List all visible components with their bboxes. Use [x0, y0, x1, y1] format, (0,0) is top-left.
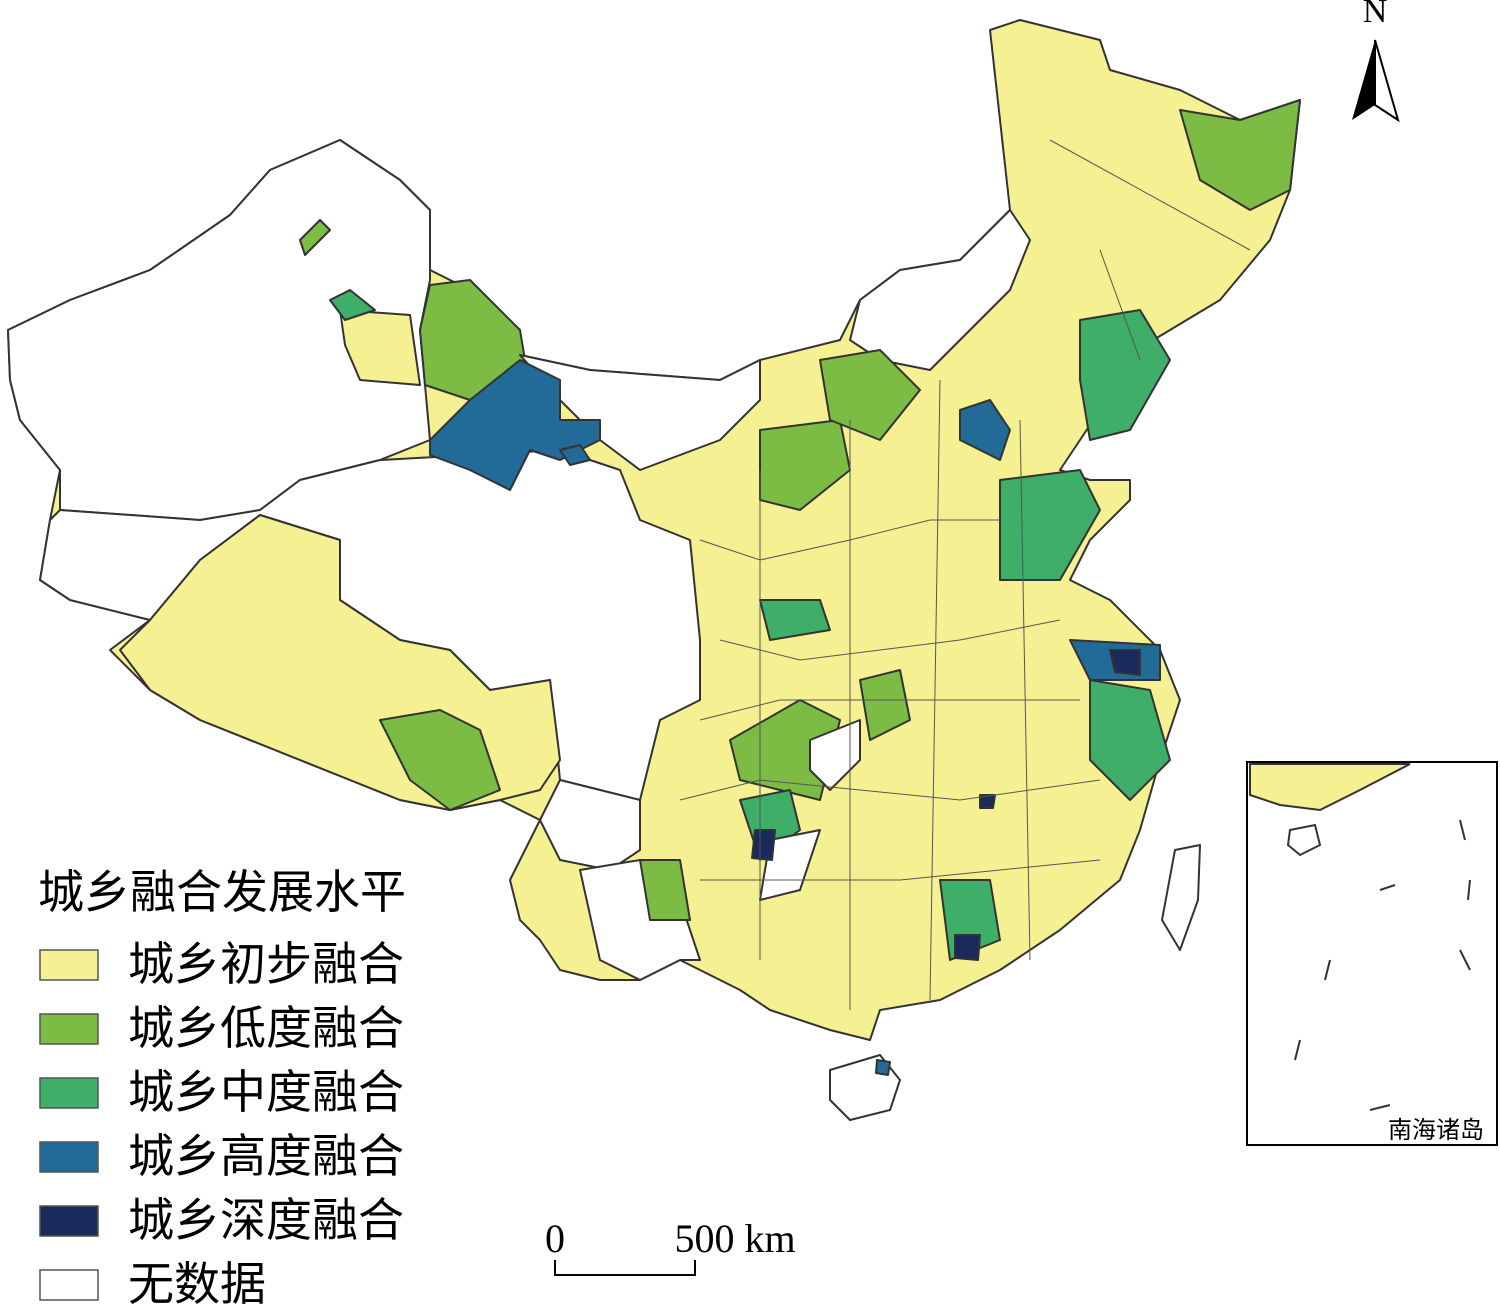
scale-line	[554, 1260, 696, 1276]
region	[429, 359, 601, 491]
region	[859, 669, 911, 741]
legend-swatch	[39, 949, 99, 981]
inset-coast	[1249, 763, 1411, 812]
inset: 南海诸岛	[1246, 761, 1498, 1146]
region	[999, 469, 1101, 581]
region	[979, 794, 996, 809]
region	[819, 349, 921, 441]
legend-swatch	[39, 1141, 99, 1173]
region-no-data	[1161, 844, 1201, 951]
legend-label: 城乡深度融合	[128, 1195, 404, 1246]
legend-swatch	[39, 1077, 99, 1109]
legend: 城乡融合发展水平 城乡初步融合城乡低度融合城乡中度融合城乡高度融合城乡深度融合无…	[38, 867, 406, 1305]
legend-swatch	[39, 1013, 99, 1045]
legend-swatch	[39, 1269, 99, 1301]
region	[1179, 99, 1301, 211]
region	[329, 289, 376, 321]
north-arrow: N	[1352, 0, 1400, 123]
region-no-data	[539, 779, 641, 871]
legend-label: 城乡低度融合	[128, 1003, 404, 1054]
region	[1079, 309, 1171, 441]
legend-swatch	[39, 1205, 99, 1237]
region	[959, 399, 1011, 461]
inset-island	[1286, 823, 1322, 857]
arrow-half	[1352, 40, 1375, 120]
inset-frame	[1246, 761, 1498, 1146]
scale-label: 0	[545, 1216, 565, 1261]
legend-title: 城乡融合发展水平	[38, 867, 406, 918]
legend-label: 城乡中度融合	[128, 1067, 404, 1118]
boundaries	[679, 139, 1251, 1010]
region	[759, 599, 831, 641]
north-label: N	[1363, 0, 1388, 30]
inset-dashes	[1294, 819, 1471, 1111]
legend-label: 城乡初步融合	[128, 939, 404, 990]
region	[751, 829, 776, 861]
region-no-data	[809, 719, 861, 791]
china-map	[7, 19, 1301, 1121]
region	[1089, 679, 1171, 801]
legend-label: 城乡高度融合	[128, 1131, 404, 1182]
arrow-half	[1374, 39, 1400, 123]
scale-label: 500 km	[674, 1216, 795, 1261]
region	[379, 709, 501, 811]
scale-bar: 0 500 km	[545, 1216, 796, 1276]
region	[875, 1059, 891, 1076]
region	[954, 934, 981, 961]
region	[559, 444, 591, 466]
inset-label: 南海诸岛	[1388, 1117, 1484, 1144]
region	[339, 309, 421, 386]
region	[639, 859, 691, 921]
region	[1109, 649, 1141, 676]
region	[299, 219, 331, 256]
legend-label: 无数据	[128, 1259, 266, 1305]
